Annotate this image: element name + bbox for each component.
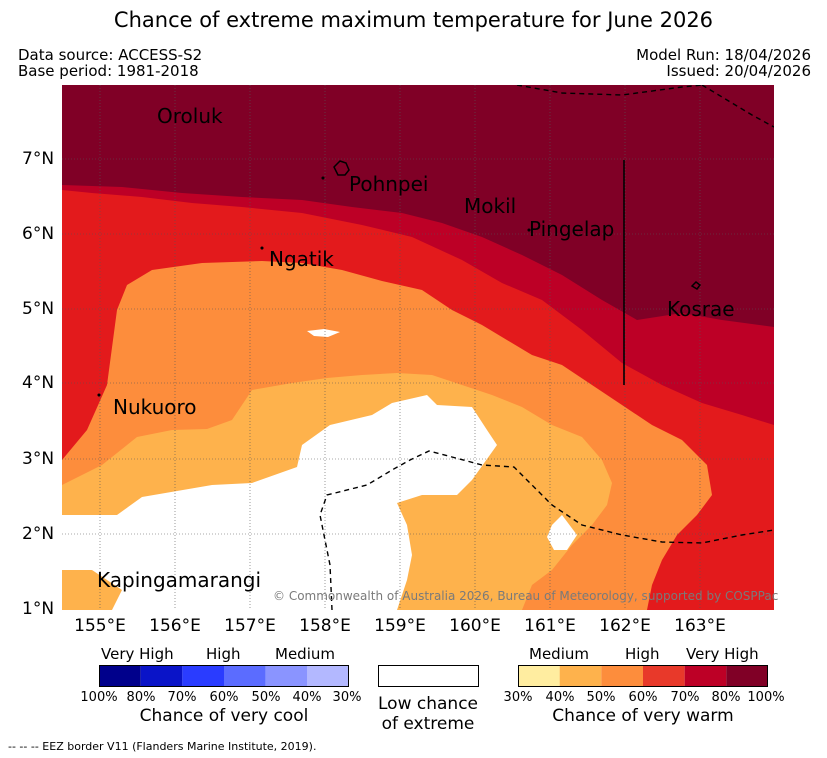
cool-pct: 70% <box>167 690 197 705</box>
warm-30-40-patch <box>62 570 122 610</box>
copyright-notice: © Commonwealth of Australia 2026, Bureau… <box>273 589 779 603</box>
place-label-mokil: Mokil <box>464 194 517 218</box>
lon-tick: 155°E <box>74 616 126 636</box>
base-period: Base period: 1981-2018 <box>18 62 199 80</box>
cool-pct: 30% <box>332 690 362 705</box>
model-run: Model Run: 18/04/2026 <box>636 46 811 64</box>
cool-pct: 80% <box>126 690 156 705</box>
forecast-map <box>62 85 774 610</box>
cool-colorbar <box>99 665 349 687</box>
eez-border <box>319 85 774 610</box>
place-label-oroluk: Oroluk <box>157 104 223 128</box>
island-outlines <box>97 160 702 397</box>
warm-color-swatch <box>601 665 643 687</box>
warm-header-medium: Medium <box>529 645 589 663</box>
lon-tick: 157°E <box>224 616 276 636</box>
lat-tick: 7°N <box>22 149 55 169</box>
warm-colorbar <box>518 665 768 687</box>
lat-tick: 3°N <box>22 449 55 469</box>
lat-tick: 2°N <box>22 524 55 544</box>
lon-tick: 156°E <box>149 616 201 636</box>
warm-pct: 100% <box>747 690 785 705</box>
low-chance-caption-1: Low chance <box>378 694 478 714</box>
cool-pct: 50% <box>251 690 281 705</box>
lon-tick: 158°E <box>299 616 351 636</box>
lon-tick: 163°E <box>674 616 726 636</box>
cool-header-very-high: Very High <box>101 645 174 663</box>
cool-color-swatch <box>224 665 266 687</box>
warm-pct: 40% <box>545 690 575 705</box>
cool-colorbar-frame <box>99 665 349 687</box>
low-chance-zone <box>62 395 497 610</box>
warm-pct: 70% <box>670 690 700 705</box>
place-label-nukuoro: Nukuoro <box>113 395 197 419</box>
eez-footnote: -- -- -- EEZ border V11 (Flanders Marine… <box>8 740 317 753</box>
warm-color-swatch <box>643 665 685 687</box>
warm-pct: 50% <box>586 690 616 705</box>
cool-header-high: High <box>206 645 241 663</box>
warm-pct: 30% <box>503 690 533 705</box>
lat-tick: 6°N <box>22 224 55 244</box>
warm-colorbar-frame <box>518 665 768 687</box>
low-chance-caption-2: of extreme <box>381 714 475 734</box>
place-label-pohnpei: Pohnpei <box>349 172 429 196</box>
place-label-kapingamarangi: Kapingamarangi <box>97 568 262 592</box>
warm-color-swatch <box>559 665 602 687</box>
issued-date: Issued: 20/04/2026 <box>666 62 811 80</box>
cool-color-swatch <box>99 665 141 687</box>
low-chance-swatch <box>378 665 479 687</box>
graticule <box>62 85 774 610</box>
cool-pct: 100% <box>80 690 118 705</box>
cool-pct: 40% <box>292 690 322 705</box>
low-chance-sliver <box>307 329 340 337</box>
lon-tick: 159°E <box>374 616 426 636</box>
lon-tick: 160°E <box>449 616 501 636</box>
cool-color-swatch <box>140 665 183 687</box>
lat-tick: 4°N <box>22 373 55 393</box>
lon-tick: 161°E <box>524 616 576 636</box>
cool-color-swatch <box>265 665 308 687</box>
warm-color-swatch <box>684 665 727 687</box>
lat-tick: 1°N <box>22 599 55 619</box>
warm-pct: 80% <box>711 690 741 705</box>
warm-color-swatch <box>518 665 560 687</box>
place-label-kosrae: Kosrae <box>667 297 735 321</box>
lon-tick: 162°E <box>599 616 651 636</box>
cool-caption: Chance of very cool <box>139 706 309 726</box>
warm-pct: 60% <box>628 690 658 705</box>
place-label-pingelap: Pingelap <box>529 217 615 241</box>
lat-tick: 5°N <box>22 299 55 319</box>
cool-color-swatch <box>182 665 224 687</box>
cool-color-swatch <box>307 665 349 687</box>
data-source: Data source: ACCESS-S2 <box>18 46 203 64</box>
cool-header-medium: Medium <box>275 645 335 663</box>
cool-pct: 60% <box>209 690 239 705</box>
low-chance-patch <box>547 515 577 550</box>
warm-color-swatch <box>726 665 768 687</box>
chart-title: Chance of extreme maximum temperature fo… <box>113 8 714 32</box>
warm-header-very-high: Very High <box>686 645 759 663</box>
place-label-ngatik: Ngatik <box>269 247 334 271</box>
warm-caption: Chance of very warm <box>552 706 734 726</box>
warm-header-high: High <box>625 645 660 663</box>
